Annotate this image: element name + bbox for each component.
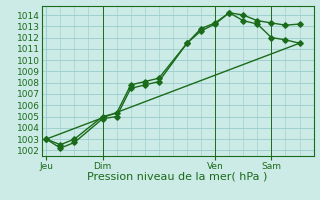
X-axis label: Pression niveau de la mer( hPa ): Pression niveau de la mer( hPa ) [87,172,268,182]
